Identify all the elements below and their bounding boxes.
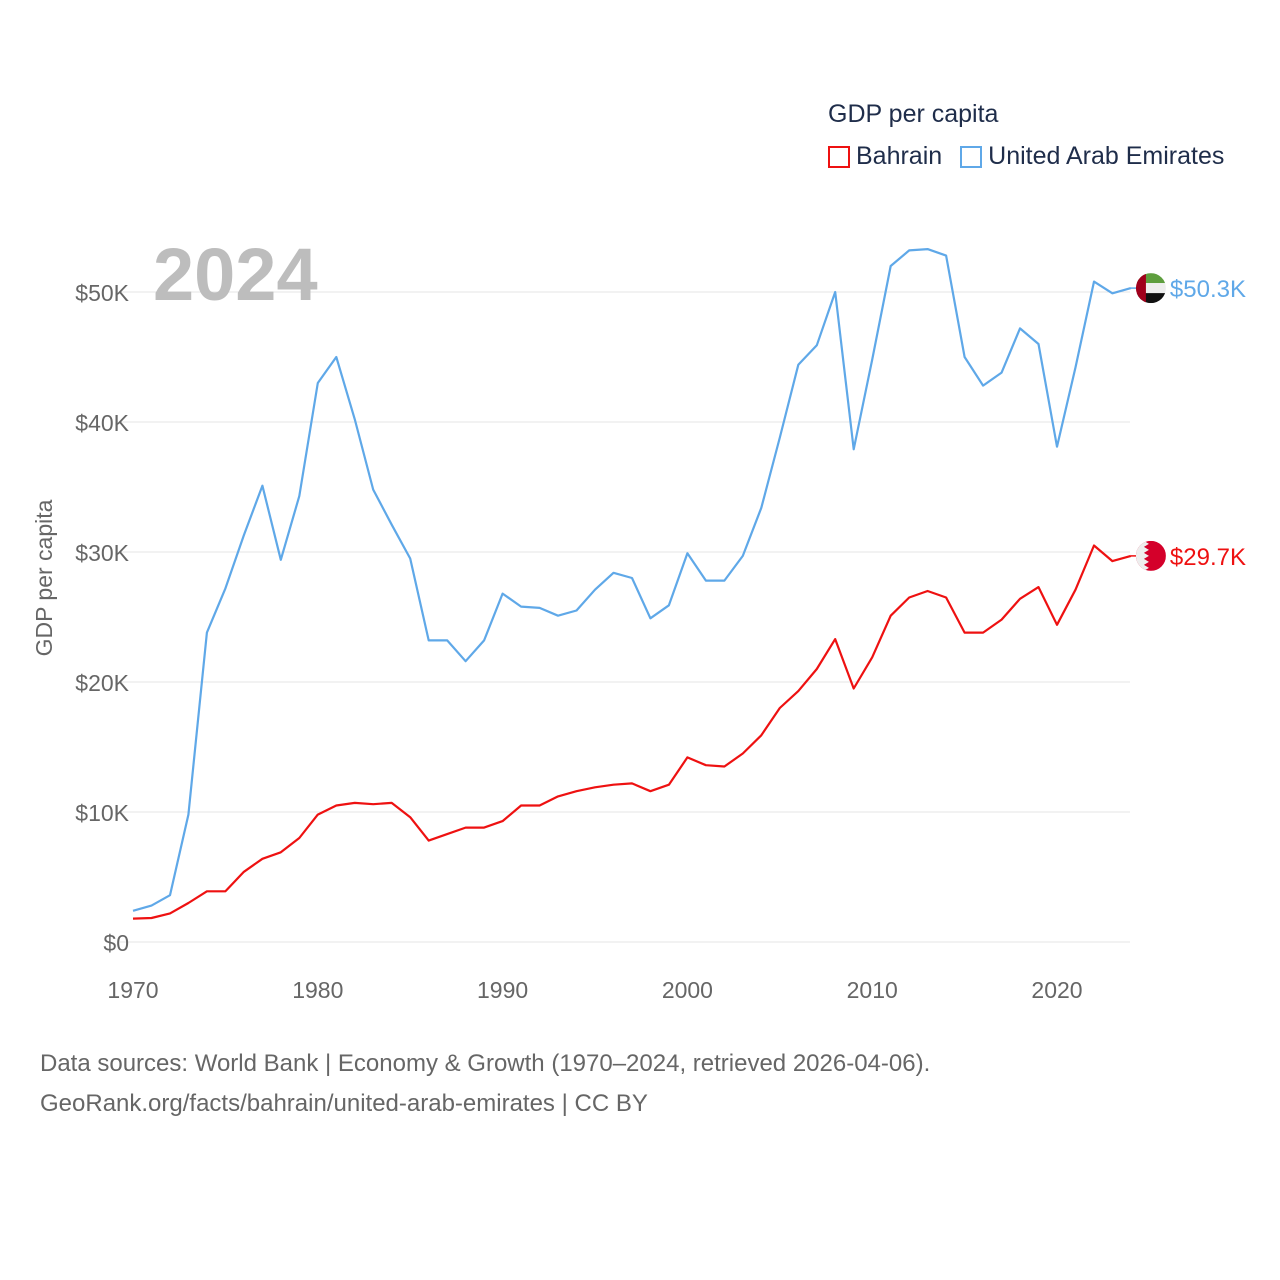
y-tick-label: $0 (103, 930, 129, 956)
y-tick-label: $50K (75, 280, 129, 306)
flag-stripe (1135, 293, 1166, 304)
series-line-bahrain (132, 544, 1132, 920)
flag-stripe (1135, 273, 1146, 304)
series-line-united-arab-emirates (132, 248, 1132, 912)
flag-body (1135, 273, 1166, 304)
year-label: 2024 (153, 233, 318, 316)
x-tick-label: 1990 (477, 977, 528, 1003)
x-tick-label: 1980 (292, 977, 343, 1003)
legend-label: Bahrain (856, 142, 943, 170)
x-tick-label: 2000 (662, 977, 713, 1003)
legend: Bahrain United Arab Emirates (828, 142, 1224, 171)
y-axis-label: GDP per capita (31, 499, 57, 656)
flag-serration (1135, 540, 1149, 571)
legend-swatch-uae (960, 145, 983, 168)
flag-stripe (1135, 273, 1166, 284)
uae-flag-icon (1135, 273, 1166, 304)
bahrain-flag-icon (1135, 540, 1166, 571)
end-value-label: $29.7K (1170, 544, 1246, 571)
legend-item-uae[interactable]: United Arab Emirates (960, 142, 1224, 171)
legend-label: United Arab Emirates (988, 142, 1225, 170)
flag-stripe (1135, 283, 1166, 294)
footer-sources: Data sources: World Bank | Economy & Gro… (40, 1050, 931, 1077)
footer: Data sources: World Bank | Economy & Gro… (40, 1044, 930, 1124)
legend-item-bahrain[interactable]: Bahrain (828, 142, 942, 171)
y-tick-label: $20K (75, 670, 129, 696)
end-value-label: $50.3K (1170, 276, 1246, 303)
y-tick-label: $30K (75, 540, 129, 566)
footer-attribution[interactable]: GeoRank.org/facts/bahrain/united-arab-em… (40, 1090, 648, 1117)
flag-body (1135, 540, 1166, 571)
x-tick-label: 1970 (107, 977, 158, 1003)
y-tick-label: $40K (75, 410, 129, 436)
legend-swatch-bahrain (828, 145, 850, 168)
y-tick-label: $10K (75, 800, 129, 826)
x-tick-label: 2020 (1031, 977, 1082, 1003)
legend-title: GDP per capita (828, 100, 999, 128)
x-tick-label: 2010 (847, 977, 898, 1003)
